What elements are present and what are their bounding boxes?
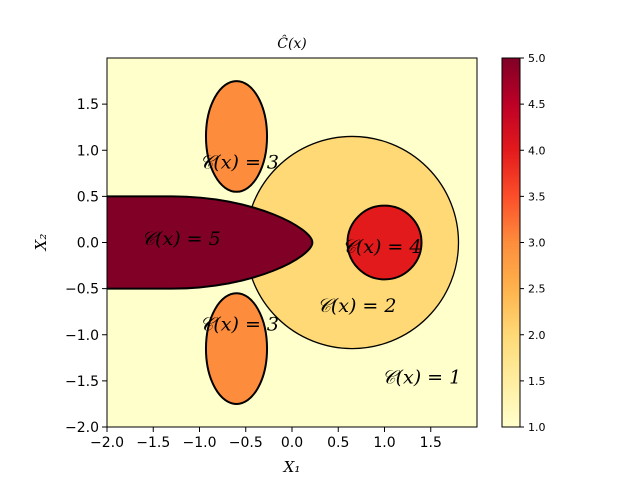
y-tick-label: −0.5	[65, 282, 99, 298]
chart-title: Ĉ(x)	[277, 34, 307, 52]
y-tick-label: 0.0	[77, 236, 99, 252]
region-label-3-2: 𝒞(x) = 3	[200, 151, 279, 173]
region-c4-4	[346, 204, 423, 281]
region-label-3-3: 𝒞(x) = 3	[200, 314, 279, 336]
colorbar-tick-label: 2.0	[528, 329, 546, 342]
x-tick-label: 1.5	[420, 435, 442, 451]
colorbar-tick-label: 3.0	[528, 237, 546, 250]
colorbar-ticks: 1.0 1.5 2.0 2.5 3.0 3.5 4.0 4.5 5.0	[520, 52, 546, 434]
y-axis-label: X₂	[32, 234, 50, 252]
y-tick-label: 1.5	[77, 97, 99, 113]
x-tick-label: −1.5	[136, 435, 170, 451]
region-label-1-0: 𝒞(x) = 1	[382, 366, 461, 388]
y-tick-label: 0.5	[77, 189, 99, 205]
x-tick-label: 1.0	[373, 435, 395, 451]
colorbar-tick-label: 4.0	[528, 144, 546, 157]
colorbar-tick-label: 1.0	[528, 421, 546, 434]
region-label-4-4: 𝒞(x) = 4	[342, 236, 421, 258]
region-labels: 𝒞(x) = 1 𝒞(x) = 2 𝒞(x) = 3 𝒞(x) = 3 𝒞(x) = 4…	[141, 151, 461, 388]
region-c3-3	[204, 292, 269, 405]
region-label-5-5: 𝒞(x) = 5	[141, 228, 220, 250]
colorbar-tick-label: 3.5	[528, 190, 546, 203]
y-tick-label: 1.0	[77, 143, 99, 159]
y-axis: −2.0 −1.5 −1.0 −0.5 0.0 0.5 1.0 1.5	[65, 97, 107, 436]
y-tick-label: −2.0	[65, 420, 99, 436]
colorbar-tick-label: 1.5	[528, 375, 546, 388]
x-tick-label: 0.5	[327, 435, 349, 451]
region-c3-2	[204, 80, 269, 193]
x-tick-label: −0.5	[229, 435, 263, 451]
colorbar-tick-label: 5.0	[528, 52, 546, 65]
region-label-2-1: 𝒞(x) = 2	[317, 295, 396, 317]
colorbar-tick-label: 2.5	[528, 283, 546, 296]
plot-area	[107, 58, 477, 427]
x-tick-label: 0.0	[281, 435, 303, 451]
y-tick-label: −1.0	[65, 328, 99, 344]
x-tick-label: −1.0	[183, 435, 217, 451]
colorbar	[501, 57, 521, 428]
y-tick-label: −1.5	[65, 374, 99, 390]
x-axis-label: X₁	[283, 458, 301, 476]
x-tick-label: −2.0	[90, 435, 124, 451]
x-axis: −2.0 −1.5 −1.0 −0.5 0.0 0.5 1.0 1.5	[90, 427, 442, 451]
colorbar-tick-label: 4.5	[528, 98, 546, 111]
region-c5-5	[107, 195, 314, 290]
